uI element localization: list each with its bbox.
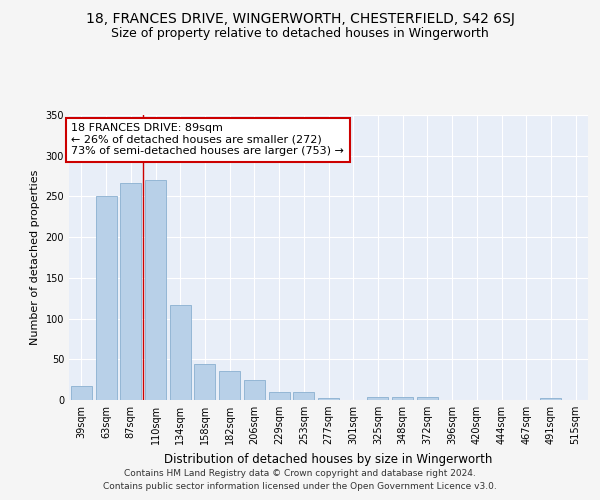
- Text: Size of property relative to detached houses in Wingerworth: Size of property relative to detached ho…: [111, 28, 489, 40]
- Bar: [392, 396, 413, 400]
- Bar: [318, 398, 339, 400]
- Bar: [170, 304, 191, 400]
- Bar: [367, 396, 388, 400]
- Bar: [145, 180, 166, 400]
- Text: 18, FRANCES DRIVE, WINGERWORTH, CHESTERFIELD, S42 6SJ: 18, FRANCES DRIVE, WINGERWORTH, CHESTERF…: [86, 12, 514, 26]
- Bar: [293, 392, 314, 400]
- Bar: [194, 364, 215, 400]
- Y-axis label: Number of detached properties: Number of detached properties: [30, 170, 40, 345]
- Bar: [120, 182, 141, 400]
- Bar: [244, 380, 265, 400]
- Bar: [417, 396, 438, 400]
- Text: Contains HM Land Registry data © Crown copyright and database right 2024.: Contains HM Land Registry data © Crown c…: [124, 468, 476, 477]
- Text: 18 FRANCES DRIVE: 89sqm
← 26% of detached houses are smaller (272)
73% of semi-d: 18 FRANCES DRIVE: 89sqm ← 26% of detache…: [71, 123, 344, 156]
- Text: Contains public sector information licensed under the Open Government Licence v3: Contains public sector information licen…: [103, 482, 497, 491]
- Bar: [541, 398, 562, 400]
- Bar: [219, 370, 240, 400]
- Bar: [95, 196, 116, 400]
- Bar: [71, 386, 92, 400]
- Bar: [269, 392, 290, 400]
- X-axis label: Distribution of detached houses by size in Wingerworth: Distribution of detached houses by size …: [164, 452, 493, 466]
